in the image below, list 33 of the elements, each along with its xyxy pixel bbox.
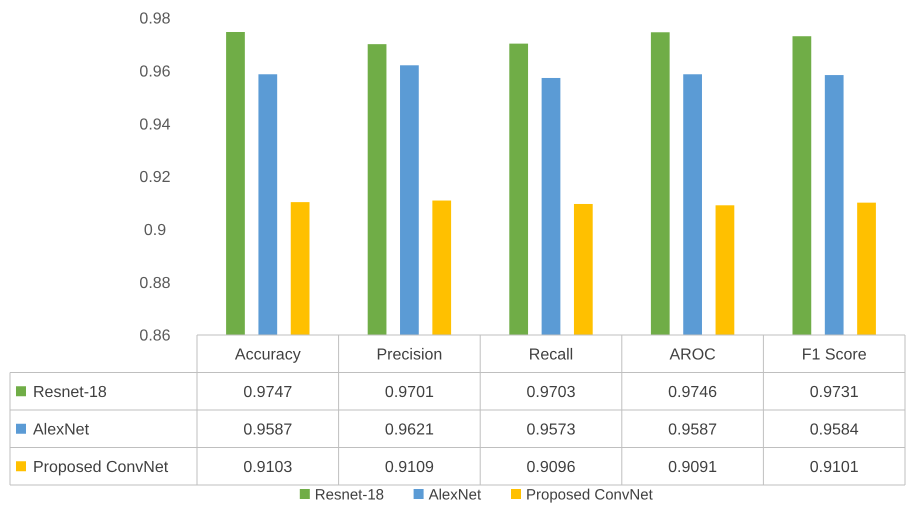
data-label: 0.9621: [384, 421, 434, 438]
y-tick-label: 0.98: [139, 10, 171, 28]
y-tick-label: 0.88: [139, 274, 171, 292]
data-label: 0.9103: [243, 458, 292, 476]
y-tick-label: 0.86: [139, 328, 171, 345]
text: AlexNet: [33, 421, 90, 438]
y-tick-label: 0.92: [139, 169, 171, 186]
text: Resnet-18: [314, 486, 384, 504]
data-label: 0.9703: [526, 384, 576, 401]
x-tick-label: Accuracy: [234, 346, 301, 364]
x-tick-label: AROC: [669, 346, 716, 364]
legend-label: AlexNet: [428, 486, 482, 504]
data-label: 0.9746: [668, 384, 718, 401]
data-label: 0.9747: [243, 384, 292, 401]
data-label: 0.9109: [384, 458, 434, 476]
x-tick-label: Recall: [528, 346, 574, 364]
legend-label: Proposed ConvNet: [526, 486, 654, 504]
data-label: 0.9731: [810, 384, 859, 401]
y-tick-label: 0.96: [139, 63, 171, 80]
data-label: 0.9096: [526, 458, 576, 476]
data-label: 0.9587: [668, 421, 718, 438]
data-label: 0.9573: [526, 421, 576, 438]
data-label: 0.9091: [668, 458, 718, 476]
x-tick-label: Precision: [376, 346, 442, 364]
data-label: 0.9587: [243, 421, 292, 438]
legend-label: Resnet-18: [33, 384, 107, 401]
data-label: 0.9584: [810, 421, 859, 438]
data-label: 0.9101: [810, 458, 859, 476]
text: Proposed ConvNet: [33, 458, 168, 476]
x-tick-label: F1 Score: [802, 346, 867, 364]
y-tick-label: 0.9: [144, 222, 166, 239]
data-label: 0.9701: [384, 384, 434, 401]
y-tick-label: 0.94: [139, 116, 171, 134]
